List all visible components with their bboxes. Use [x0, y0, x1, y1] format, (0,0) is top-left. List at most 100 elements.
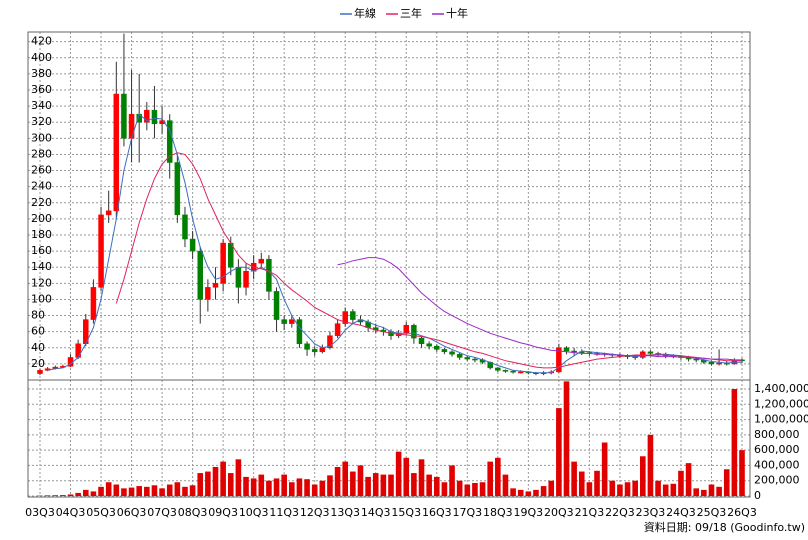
y-tick-label: 60 — [31, 325, 45, 338]
y-tick-label: 140 — [31, 260, 52, 273]
y-tick-label: 400 — [31, 51, 52, 64]
y-tick-label: 360 — [31, 83, 52, 96]
candle-body — [502, 370, 509, 372]
x-tick-label: 17Q3 — [452, 506, 482, 519]
volume-bar — [380, 474, 387, 496]
candle-body — [296, 319, 303, 345]
x-tick-label: 16Q3 — [422, 506, 452, 519]
volume-bar — [258, 474, 265, 496]
y2-tick-label: 1,200,000 — [754, 397, 808, 410]
volume-bar — [220, 461, 226, 496]
volume-bar — [647, 434, 654, 496]
volume-bar — [136, 486, 142, 496]
volume-bar — [67, 494, 74, 496]
y-tick-label: 200 — [31, 212, 52, 225]
candle-body — [716, 362, 722, 365]
x-tick-label: 03Q3 — [25, 506, 55, 519]
candle-body — [693, 358, 699, 361]
x-tick-label: 25Q3 — [697, 506, 727, 519]
y-tick-label: 180 — [31, 228, 52, 241]
x-tick-label: 13Q3 — [330, 506, 360, 519]
volume-bar — [670, 483, 677, 496]
volume-bar — [723, 469, 730, 496]
x-tick-label: 24Q3 — [666, 506, 696, 519]
y-tick-label: 40 — [31, 341, 45, 354]
volume-bar — [456, 480, 463, 496]
candle-body — [556, 347, 562, 373]
volume-bar — [151, 485, 158, 496]
y-tick-label: 380 — [31, 67, 52, 80]
volume-bar — [479, 482, 486, 496]
candle-body — [647, 351, 654, 354]
volume-bar — [372, 473, 379, 496]
candle-body — [342, 311, 348, 324]
volume-bar — [350, 471, 356, 496]
volume-bar — [273, 478, 280, 496]
volume-bar — [502, 474, 509, 496]
candle-body — [708, 362, 715, 365]
volume-bar — [205, 471, 211, 496]
y2-tick-label: 800,000 — [754, 428, 800, 441]
y-tick-label: 300 — [31, 131, 52, 144]
candle-body — [304, 343, 310, 350]
candle-body — [105, 210, 112, 216]
volume-bar — [571, 461, 577, 496]
candle-body — [434, 345, 440, 350]
y-tick-label: 280 — [31, 147, 52, 160]
volume-bar — [182, 486, 188, 496]
legend-label: 年線 — [354, 6, 376, 20]
volume-bar — [578, 471, 585, 496]
legend-label: 十年 — [446, 6, 468, 20]
candle-body — [571, 350, 577, 353]
candle-body — [266, 258, 272, 292]
y-tick-label: 160 — [31, 244, 52, 257]
volume-bar — [403, 457, 410, 496]
volume-bar — [327, 475, 333, 496]
volume-bar — [418, 459, 425, 496]
candle-body — [472, 358, 478, 361]
candle-body — [403, 324, 410, 334]
volume-bar — [594, 470, 600, 496]
volume-bar — [166, 484, 173, 496]
candle-body — [411, 324, 417, 339]
x-tick-label: 26Q3 — [727, 506, 757, 519]
y2-tick-label: 400,000 — [754, 458, 800, 471]
volume-bar — [433, 476, 440, 496]
x-tick-label: 08Q3 — [178, 506, 208, 519]
x-tick-label: 19Q3 — [514, 506, 544, 519]
candle-body — [273, 291, 280, 320]
x-tick-label: 05Q3 — [86, 506, 116, 519]
candle-body — [235, 266, 242, 288]
candle-body — [121, 93, 127, 139]
volume-bar — [640, 456, 646, 496]
volume-bar — [533, 489, 539, 496]
volume-panel — [27, 379, 751, 498]
volume-bar — [113, 484, 120, 496]
ma-line — [337, 257, 742, 361]
volume-bar — [174, 482, 181, 496]
volume-bar — [624, 482, 631, 496]
candle-body — [281, 319, 287, 324]
candle-body — [75, 343, 81, 358]
x-tick-label: 18Q3 — [483, 506, 513, 519]
volume-bar — [105, 482, 112, 496]
x-tick-label: 22Q3 — [605, 506, 635, 519]
x-tick-label: 11Q3 — [269, 506, 299, 519]
volume-bar — [464, 484, 471, 496]
volume-bar — [510, 488, 516, 496]
volume-bar — [121, 488, 127, 496]
volume-bar — [311, 484, 318, 496]
x-tick-label: 15Q3 — [391, 506, 421, 519]
volume-bar — [334, 466, 341, 496]
candle-body — [441, 349, 448, 353]
volume-bar — [128, 487, 135, 496]
volume-bar — [82, 489, 89, 496]
candle-body — [174, 162, 181, 216]
candle-body — [197, 250, 203, 300]
volume-bar — [685, 463, 692, 496]
candle-body — [144, 109, 150, 123]
volume-bar — [304, 479, 310, 496]
volume-bar — [678, 470, 684, 496]
candle-body — [166, 120, 173, 163]
